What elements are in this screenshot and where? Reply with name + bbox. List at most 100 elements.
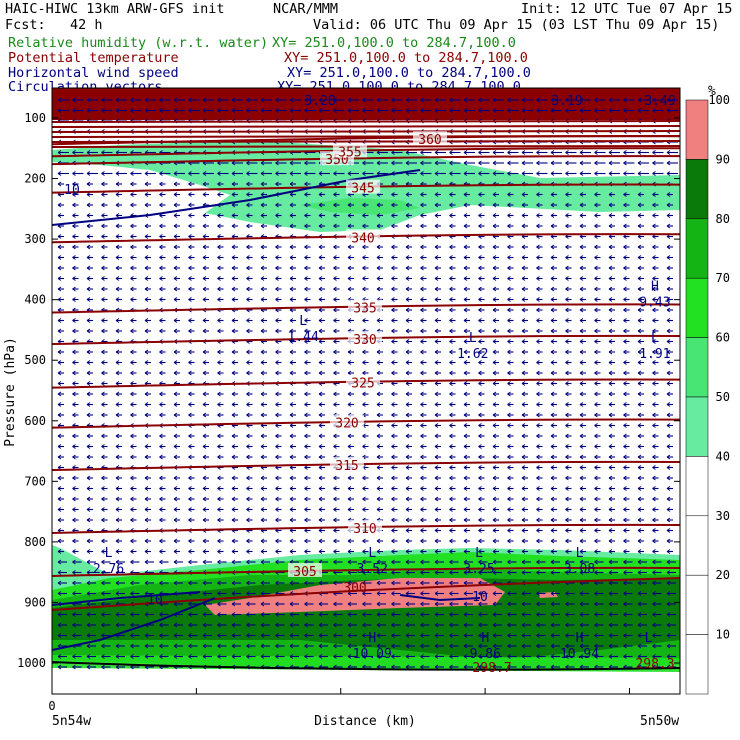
- wind-vector-head: [507, 528, 511, 533]
- wind-vector-head: [173, 507, 178, 512]
- wind-vector-head: [304, 517, 308, 523]
- wind-vector-head: [57, 612, 62, 617]
- wind-vector-head: [376, 559, 381, 565]
- wind-vector-head: [115, 223, 120, 229]
- wind-vector-head: [521, 244, 526, 250]
- wind-vector-head: [289, 507, 294, 512]
- wind-vector-head: [536, 213, 540, 218]
- wind-vector-head: [246, 286, 250, 292]
- wind-vector-head: [86, 433, 91, 439]
- wind-vector-head: [101, 265, 105, 271]
- wind-vector-head: [376, 213, 381, 218]
- wind-vector-head: [565, 328, 569, 334]
- contour-label-bg: [288, 562, 322, 577]
- wind-vector-head: [579, 160, 584, 166]
- wind-vector-head: [231, 223, 236, 229]
- wind-vector-head: [565, 486, 569, 491]
- wind-vector-head: [478, 213, 482, 218]
- wind-vector-head: [391, 370, 395, 376]
- wind-vector-head: [478, 654, 482, 659]
- wind-vector-head: [623, 580, 627, 586]
- wind-vector-head: [130, 517, 134, 523]
- wind-vector-head: [289, 391, 294, 397]
- wind-vector-head: [420, 612, 424, 617]
- wind-vector-head: [652, 517, 656, 523]
- wind-vector-head: [246, 559, 250, 565]
- wind-vector-head: [405, 192, 410, 197]
- wind-vector-head: [666, 549, 671, 554]
- wind-vector-head: [405, 370, 410, 376]
- wind-vector-head: [260, 601, 265, 607]
- wind-vector-head: [521, 381, 526, 386]
- wind-vector-head: [188, 507, 192, 512]
- wind-vector-head: [449, 549, 453, 554]
- wind-vector-head: [550, 97, 555, 103]
- wind-speed-label: 10: [472, 590, 488, 605]
- wind-vector-head: [579, 97, 584, 103]
- wind-vector-head: [637, 465, 642, 470]
- wind-vector-head: [318, 633, 323, 638]
- wind-vector-head: [608, 360, 613, 365]
- wind-vector-head: [304, 612, 308, 617]
- wind-vector-head: [275, 444, 279, 449]
- wind-vector-head: [188, 391, 192, 397]
- wind-vector-head: [623, 192, 627, 197]
- wind-vector-head: [376, 202, 381, 208]
- wind-vector-head: [130, 549, 134, 554]
- field-wind-name: Horizontal wind speed: [8, 65, 179, 81]
- wind-vector-head: [666, 328, 671, 334]
- wind-vector-head: [57, 244, 62, 250]
- wind-vector-head: [260, 433, 265, 439]
- wind-vector-head: [318, 444, 323, 449]
- wind-vector-head: [608, 244, 613, 250]
- wind-vector-head: [623, 318, 627, 323]
- wind-vector-head: [463, 601, 468, 607]
- wind-speed-contour: [52, 597, 216, 651]
- wind-vector-head: [217, 192, 221, 197]
- wind-vector-head: [536, 286, 540, 292]
- wind-vector-head: [173, 475, 178, 481]
- wind-vector-head: [463, 570, 468, 575]
- wind-vector-head: [86, 622, 91, 628]
- wind-vector-head: [579, 391, 584, 397]
- wind-vector-head: [260, 181, 265, 187]
- wind-vector-head: [666, 591, 671, 596]
- theta-contour: [52, 334, 680, 346]
- wind-vector-head: [492, 244, 497, 250]
- wind-vector-head: [362, 171, 366, 176]
- wind-vector-head: [434, 339, 439, 344]
- wind-vector-head: [449, 192, 453, 197]
- wind-vector-head: [304, 160, 308, 166]
- wind-vector-head: [536, 475, 540, 481]
- wind-vector-head: [231, 444, 236, 449]
- wind-vector-head: [130, 654, 134, 659]
- wind-vector-head: [362, 433, 366, 439]
- chart-title: HAIC-HIWC 13km ARW-GFS init: [5, 1, 225, 17]
- wind-vector-head: [333, 202, 337, 208]
- wind-vector-head: [550, 255, 555, 260]
- wind-vector-head: [260, 349, 265, 355]
- wind-vector-head: [318, 412, 323, 418]
- wind-vector-head: [376, 496, 381, 502]
- wind-vector-head: [57, 622, 62, 628]
- wind-vector-head: [231, 433, 236, 439]
- wind-vector-head: [318, 244, 323, 250]
- extremum-value: 2.76: [93, 562, 124, 577]
- wind-vector-head: [72, 265, 76, 271]
- wind-vector-head: [608, 339, 613, 344]
- wind-vector-head: [202, 591, 207, 596]
- wind-vector-head: [666, 633, 671, 638]
- wind-vector-head: [521, 423, 526, 428]
- wind-vector-head: [420, 412, 424, 418]
- wind-vector-head: [623, 276, 627, 281]
- wind-vector-head: [478, 633, 482, 638]
- wind-vector-head: [652, 360, 656, 365]
- wind-vector-head: [376, 591, 381, 596]
- wind-vector-head: [623, 465, 627, 470]
- wind-vector-head: [101, 549, 105, 554]
- wind-vector-head: [652, 559, 656, 565]
- wind-vector-head: [405, 276, 410, 281]
- wind-vector-head: [115, 433, 120, 439]
- wind-vector-head: [57, 349, 62, 355]
- wind-vector-head: [536, 244, 540, 250]
